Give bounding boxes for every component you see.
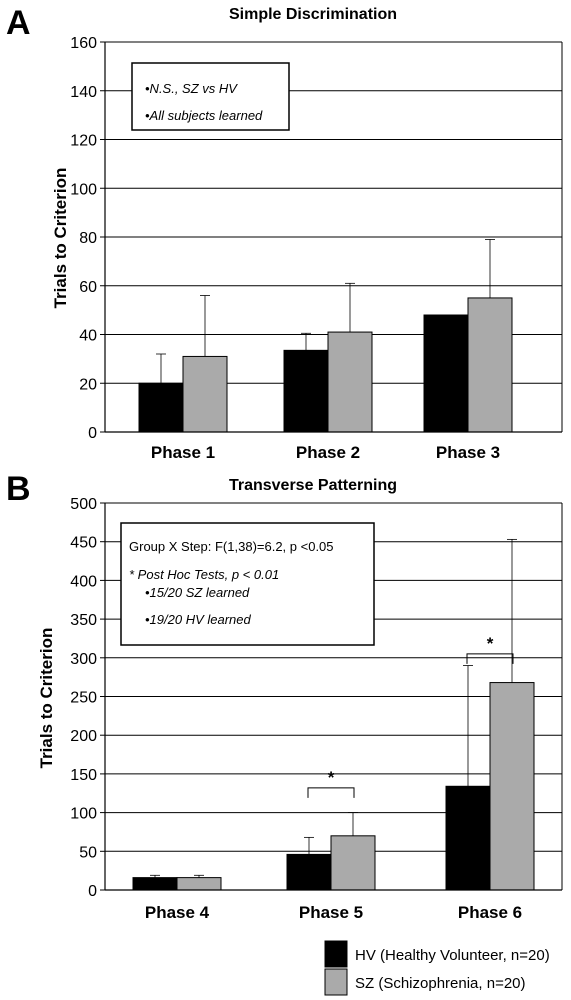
panel-b-category-labels: Phase 4 Phase 5 Phase 6 <box>145 903 522 922</box>
panel-a-category-labels: Phase 1 Phase 2 Phase 3 <box>151 443 500 462</box>
panel-a-letter: A <box>6 4 31 42</box>
y-tick-label: 0 <box>88 883 97 900</box>
panel-a-annotation-line-1: •N.S., SZ vs HV <box>145 81 238 96</box>
panel-b-letter: B <box>6 470 31 508</box>
y-tick-label: 80 <box>79 230 97 247</box>
y-tick-label: 0 <box>88 425 97 442</box>
category-label: Phase 5 <box>299 903 363 922</box>
significance-star: * <box>487 634 494 653</box>
y-tick-label: 200 <box>70 728 97 745</box>
y-tick-label: 500 <box>70 496 97 513</box>
bar-hv <box>423 314 469 433</box>
significance-star: * <box>328 768 335 787</box>
panel-b-annotation-line-2: * Post Hoc Tests, p < 0.01 <box>129 567 279 582</box>
bar-hv <box>132 877 178 891</box>
panel-a-tick-labels: 0 20 40 60 80 100 120 140 160 <box>70 35 97 442</box>
bar-hv <box>445 785 491 891</box>
panel-b-tick-labels: 0 50 100 150 200 250 300 350 400 450 500 <box>70 496 97 900</box>
y-tick-label: 100 <box>70 806 97 823</box>
category-label: Phase 2 <box>296 443 360 462</box>
y-tick-label: 60 <box>79 279 97 296</box>
significance-bracket <box>307 787 355 798</box>
y-tick-label: 100 <box>70 181 97 198</box>
panel-a-annotation-line-2: •All subjects learned <box>145 108 263 123</box>
y-tick-label: 450 <box>70 535 97 552</box>
bar-sz <box>182 355 228 433</box>
significance-bracket <box>466 653 514 664</box>
y-tick-label: 120 <box>70 133 97 150</box>
y-tick-label: 350 <box>70 612 97 629</box>
bar-hv <box>286 853 332 891</box>
bar-sz <box>467 297 513 433</box>
panel-b-annotation-box: Group X Step: F(1,38)=6.2, p <0.05 * Pos… <box>120 522 375 646</box>
y-tick-label: 140 <box>70 84 97 101</box>
y-tick-label: 400 <box>70 573 97 590</box>
y-tick-label: 300 <box>70 651 97 668</box>
legend-sz-label: SZ (Schizophrenia, n=20) <box>355 975 526 992</box>
bar-sz <box>489 682 535 891</box>
y-tick-label: 150 <box>70 767 97 784</box>
legend-hv-swatch <box>324 940 348 968</box>
panel-a-annotation-box: •N.S., SZ vs HV •All subjects learned <box>131 62 290 131</box>
legend-hv-label: HV (Healthy Volunteer, n=20) <box>355 947 550 964</box>
y-tick-label: 160 <box>70 35 97 52</box>
category-label: Phase 1 <box>151 443 215 462</box>
panel-a-annotation-frame <box>131 62 290 131</box>
panel-b-annotation-frame <box>120 522 375 646</box>
bar-sz <box>330 835 376 891</box>
panel-b-bars <box>132 538 535 891</box>
y-tick-label: 40 <box>79 328 97 345</box>
panel-b-annotation-line-1: Group X Step: F(1,38)=6.2, p <0.05 <box>129 539 334 554</box>
panel-a-axes <box>100 41 563 433</box>
panel-b-annotation-line-3: •15/20 SZ learned <box>145 585 250 600</box>
panel-a: A Simple Discrimination Trials to Criter… <box>6 4 563 462</box>
panel-a-title: Simple Discrimination <box>229 6 397 23</box>
panel-b-significance-marks: ** <box>307 634 514 798</box>
y-tick-label: 20 <box>79 376 97 393</box>
panel-b: B Transverse Patterning Trials to Criter… <box>6 470 563 922</box>
panel-b-axes <box>100 502 563 891</box>
bar-sz <box>176 877 222 891</box>
bar-hv <box>138 382 184 433</box>
panel-b-annotation-line-4: •19/20 HV learned <box>145 612 252 627</box>
panel-a-ylabel: Trials to Criterion <box>51 168 70 309</box>
category-label: Phase 4 <box>145 903 210 922</box>
category-label: Phase 6 <box>458 903 522 922</box>
panel-b-ylabel: Trials to Criterion <box>37 628 56 769</box>
bar-sz <box>327 331 373 433</box>
legend: HV (Healthy Volunteer, n=20) SZ (Schizop… <box>324 940 550 996</box>
category-label: Phase 3 <box>436 443 500 462</box>
legend-sz-swatch <box>324 968 348 996</box>
y-tick-label: 250 <box>70 690 97 707</box>
y-tick-label: 50 <box>79 844 97 861</box>
bar-hv <box>283 349 329 433</box>
panel-a-bars <box>138 239 513 433</box>
panel-b-title: Transverse Patterning <box>229 477 397 494</box>
